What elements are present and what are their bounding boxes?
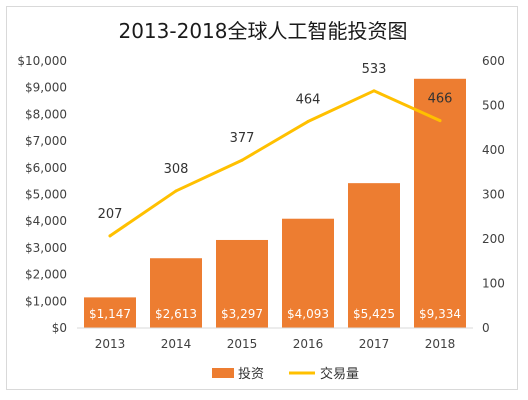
x-axis-tick-label: 2015 [227, 337, 258, 351]
x-axis-tick-label: 2013 [95, 337, 126, 351]
bar [216, 239, 268, 328]
right-axis-tick-label: 200 [482, 232, 505, 246]
line-labels: 207 308 377 464 533 466 [98, 62, 453, 222]
left-axis-tick-label: $7,000 [25, 134, 67, 148]
right-axis-tick-label: 500 [482, 99, 505, 113]
right-axis-tick-label: 600 [482, 54, 505, 68]
legend-label-line: 交易量 [320, 366, 359, 382]
bar [150, 258, 202, 328]
bar [348, 183, 400, 328]
legend: 投资 交易量 [212, 366, 359, 382]
x-axis-tick-label: 2017 [359, 337, 390, 351]
line-data-label: 308 [164, 162, 189, 177]
line-point [438, 119, 442, 123]
line-path [108, 89, 442, 238]
bar-data-label: $4,093 [287, 307, 329, 321]
left-axis-tick-label: $10,000 [17, 54, 67, 68]
bar-data-label: $3,297 [221, 307, 263, 321]
line-point [108, 234, 112, 238]
left-axis-tick-label: $6,000 [25, 161, 67, 175]
line-point [174, 189, 178, 193]
line-series [108, 89, 442, 238]
left-axis-tick-label: $9,000 [25, 81, 67, 95]
x-axis-tick-label: 2016 [293, 337, 324, 351]
legend-swatch-bar [212, 368, 234, 378]
x-axis: 2013 2014 2015 2016 2017 2018 [77, 327, 473, 351]
left-axis-tick-label: $4,000 [25, 214, 67, 228]
left-axis-tick-label: $1,000 [25, 294, 67, 308]
left-axis-tick-label: $3,000 [25, 241, 67, 255]
left-axis: $0 $1,000 $2,000 $3,000 $4,000 $5,000 $6,000 $7… [17, 54, 67, 335]
line-point [306, 120, 310, 124]
right-axis-tick-label: 400 [482, 143, 505, 157]
right-axis: 0 100 200 300 400 500 600 [482, 54, 505, 335]
bar-data-label: $9,334 [419, 307, 461, 321]
bar [282, 218, 334, 328]
chart-frame: 2013-2018全球人工智能投资图 $0 $1,000 $2,000 $3,000 $… [6, 6, 518, 390]
x-axis-tick-label: 2018 [425, 337, 456, 351]
legend-label-bar: 投资 [238, 366, 264, 382]
bar-data-label: $1,147 [89, 307, 131, 321]
left-axis-tick-label: $5,000 [25, 188, 67, 202]
line-data-label: 377 [230, 131, 255, 146]
right-axis-tick-label: 100 [482, 277, 505, 291]
bar-labels: $1,147 $2,613 $3,297 $4,093 $5,425 $9,334 [89, 307, 461, 321]
right-axis-tick-label: 300 [482, 188, 505, 202]
x-axis-tick-label: 2014 [161, 337, 192, 351]
bar [84, 297, 136, 328]
bar-data-label: $5,425 [353, 307, 395, 321]
line-data-label: 533 [362, 62, 387, 77]
bar-series [84, 78, 466, 329]
line-point [372, 89, 376, 93]
line-point [240, 158, 244, 162]
chart-svg: 2013-2018全球人工智能投资图 $0$1,000$2,000$3,000$… [17, 19, 505, 382]
left-axis-tick-label: $2,000 [25, 268, 67, 282]
left-axis-tick-label: $0 [52, 321, 67, 335]
bar [414, 78, 466, 329]
bar-data-label: $2,613 [155, 307, 197, 321]
line-data-label: 207 [98, 207, 123, 222]
chart-title: 2013-2018全球人工智能投资图 [118, 19, 407, 43]
right-axis-tick-label: 0 [482, 321, 490, 335]
left-axis-tick-label: $8,000 [25, 107, 67, 121]
line-data-label: 464 [296, 93, 321, 108]
line-data-label: 466 [428, 92, 453, 107]
